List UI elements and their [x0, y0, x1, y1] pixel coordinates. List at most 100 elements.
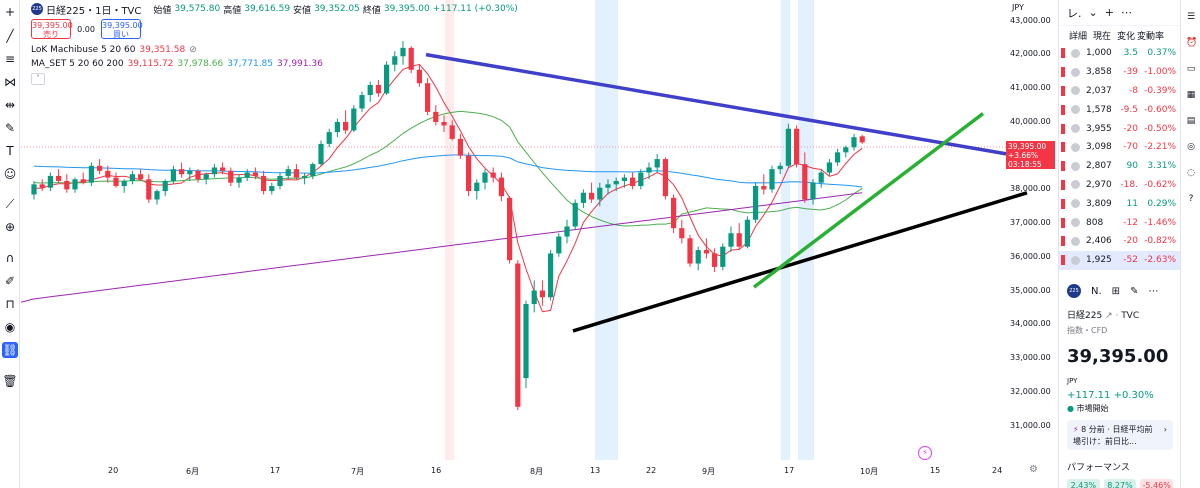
flag-icon[interactable] [1061, 179, 1065, 190]
watchlist-row[interactable]: 1,925 -52 -2.63% [1059, 250, 1180, 270]
ma200-value: 37,991.36 [277, 59, 323, 69]
pattern-tool-icon[interactable]: ⋈ [4, 75, 16, 89]
watchlist-change-pct: 0.37% [1147, 48, 1176, 59]
flag-icon[interactable] [1061, 67, 1065, 78]
news-headline[interactable]: ⚡ 8 分前 · 日経平均前 › 場引け：前日比... [1067, 420, 1173, 450]
flag-icon[interactable] [1061, 255, 1065, 266]
calendar-icon[interactable]: ▤ [1186, 116, 1196, 126]
chevron-down-icon[interactable]: ⌄ [1088, 6, 1098, 19]
symbol-icon [1071, 161, 1080, 171]
watchlist-row[interactable]: 3,809 11 0.29% [1059, 194, 1180, 213]
flag-icon[interactable] [1061, 217, 1065, 228]
column-header[interactable]: 変化 [1117, 31, 1136, 42]
crosshair-icon[interactable]: + [4, 5, 16, 19]
watchlist-icon[interactable]: ☰ [1186, 12, 1196, 22]
news-icon[interactable]: ▦ [1186, 90, 1196, 100]
candle-body [367, 84, 373, 96]
indicator-link-icon[interactable]: ⊘ [189, 45, 197, 55]
fib-tool-icon[interactable]: ≡ [4, 52, 16, 66]
flag-icon[interactable] [1061, 161, 1065, 172]
watchlist-last: 3,809 [1086, 198, 1112, 209]
zoom-in-icon[interactable]: ⊕ [4, 220, 16, 234]
eye-icon[interactable]: ◉ [4, 320, 16, 334]
candle-body [195, 170, 201, 180]
brush-tool-icon[interactable]: ✎ [4, 121, 16, 135]
emoji-tool-icon[interactable]: ☺ [3, 167, 17, 181]
last-change: +3.66% [1008, 151, 1039, 160]
detail-short-name[interactable]: N. [1091, 285, 1102, 297]
performance-cell[interactable]: -5.46%3M [1140, 479, 1174, 488]
time-tick-label: 13 [590, 466, 601, 475]
link-icon[interactable]: ⛓ [2, 342, 18, 358]
sell-button[interactable]: 39,395.00 売り [31, 19, 73, 39]
buy-button[interactable]: 39,395.00 買い [101, 19, 143, 39]
more-icon[interactable]: ⋯ [1120, 6, 1132, 19]
magnet-icon[interactable]: ∩ [5, 251, 15, 265]
lock-icon[interactable]: ⊓ [5, 297, 15, 311]
watchlist-row[interactable]: 1,000 3.5 0.37% [1059, 44, 1180, 63]
edit-icon[interactable]: ✎ [1130, 285, 1139, 297]
symbol-title[interactable]: 日経225・1日・TVC [46, 5, 142, 17]
watchlist-row[interactable]: 3,098 -70 -2.21% [1059, 138, 1180, 157]
time-tick-label: 8月 [530, 467, 544, 476]
chevron-up-icon[interactable]: ˄ [31, 73, 45, 85]
flag-icon[interactable] [1061, 236, 1065, 247]
settings-gear-icon[interactable]: ⚙ [1029, 464, 1038, 475]
candle-body [744, 219, 750, 247]
close-label: 終値 [362, 5, 381, 16]
trendline-tool-icon[interactable]: ╱ [6, 29, 14, 43]
flag-icon[interactable] [1061, 142, 1065, 153]
help-icon[interactable]: ? [1188, 194, 1194, 204]
ruler-icon[interactable]: ⟋ [5, 196, 15, 211]
candle-body [810, 182, 816, 200]
add-symbol-icon[interactable]: + [1104, 6, 1114, 19]
column-header[interactable]: 詳細 [1069, 31, 1088, 42]
watchlist-columns: 詳細 現在 変化 変動率 [1059, 26, 1180, 44]
notifications-icon[interactable]: ◌ [1187, 168, 1195, 178]
trash-icon[interactable]: 🗑 [2, 374, 18, 388]
external-link-icon[interactable]: ↗ · [1105, 311, 1122, 321]
text-tool-icon[interactable]: T [6, 144, 14, 158]
flag-icon[interactable] [1061, 104, 1065, 115]
prediction-tool-icon[interactable]: ⇹ [4, 98, 16, 112]
candle-body [187, 170, 193, 175]
ideas-icon[interactable]: ◎ [1187, 142, 1195, 152]
flag-icon[interactable] [1061, 48, 1065, 59]
currency-label[interactable]: JPY [1012, 3, 1024, 12]
lock-drawing-icon[interactable]: ✐ [4, 274, 16, 288]
chart-area[interactable]: 225 日経225・1日・TVC 始値 39,575.80 高値 39,616.… [21, 0, 1055, 488]
grid-icon[interactable]: ⊞ [1111, 285, 1121, 297]
watchlist-row[interactable]: 1,578 -9.5 -0.60% [1059, 100, 1180, 119]
candle-body [761, 186, 767, 190]
watchlist-change: 3.5 [1123, 48, 1138, 59]
alerts-icon[interactable]: ⏰ [1186, 38, 1198, 48]
candle-body [170, 169, 176, 181]
column-header[interactable]: 変動率 [1137, 31, 1165, 42]
watchlist-change: -9.5 [1120, 104, 1138, 115]
lightning-icon[interactable]: ⚡ [918, 446, 932, 460]
watchlist-row[interactable]: 2,970 -18. -0.62% [1059, 176, 1180, 195]
performance-cell[interactable]: 2.43%1W [1067, 479, 1100, 488]
price-chart[interactable] [21, 0, 1055, 488]
column-header[interactable]: 現在 [1093, 31, 1112, 42]
candle-body [785, 128, 791, 166]
detail-full-name[interactable]: 日経225 [1067, 311, 1103, 321]
flag-icon[interactable] [1061, 85, 1065, 96]
watchlist-row[interactable]: 2,406 -20 -0.82% [1059, 232, 1180, 251]
candle-body [88, 165, 94, 183]
watchlist-row[interactable]: 2,037 -8 -0.39% [1059, 82, 1180, 101]
more-icon[interactable]: ⋯ [1148, 285, 1159, 297]
watchlist-row[interactable]: 3,955 -20 -0.50% [1059, 119, 1180, 138]
indicator-row-ma-set[interactable]: MA_SET 5 20 60 200 39,115.72 37,978.66 3… [31, 57, 518, 71]
price-axis[interactable]: JPY 39,395.00 +3.66% 03:18:55 43,000.00 4… [1006, 0, 1055, 488]
performance-cell[interactable]: 8.27%1M [1103, 479, 1137, 488]
candle-body [515, 263, 521, 407]
watchlist-title[interactable]: レ. [1067, 6, 1082, 20]
watchlist-row[interactable]: 2,807 90 3.31% [1059, 157, 1180, 176]
watchlist-row[interactable]: 808 -12 -1.46% [1059, 213, 1180, 232]
indicator-row-machibuse[interactable]: LoK Machibuse 5 20 60 39,351.58 ⊘ [31, 43, 518, 57]
flag-icon[interactable] [1061, 198, 1065, 209]
flag-icon[interactable] [1061, 123, 1065, 134]
watchlist-row[interactable]: 3,858 -39 -1.00% [1059, 63, 1180, 82]
chat-icon[interactable]: ▭ [1186, 64, 1196, 74]
